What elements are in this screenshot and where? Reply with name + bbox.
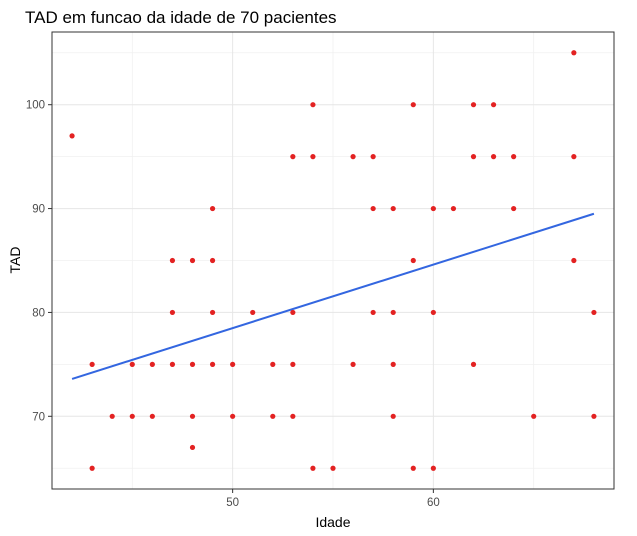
grid-lines <box>52 32 614 489</box>
data-point <box>310 154 316 160</box>
data-point <box>209 309 216 316</box>
data-point <box>591 413 597 419</box>
data-point <box>450 205 457 212</box>
data-point <box>270 413 276 419</box>
data-point <box>350 361 356 367</box>
data-point <box>490 154 497 160</box>
data-point <box>470 154 477 160</box>
data-point <box>189 257 196 264</box>
chart-title: TAD em funcao da idade de 70 pacientes <box>25 8 337 27</box>
data-point <box>390 309 396 316</box>
axis-ticks: 50 60 70 80 90 100 <box>26 100 440 509</box>
data-point <box>511 205 517 212</box>
data-point <box>390 361 396 367</box>
data-point <box>490 102 497 108</box>
data-point <box>69 133 75 139</box>
data-point <box>470 361 477 367</box>
data-point <box>149 413 155 419</box>
data-point <box>250 309 256 316</box>
data-point <box>109 413 115 419</box>
data-point <box>290 154 296 160</box>
trend-line <box>71 212 595 380</box>
data-point <box>89 465 95 471</box>
data-point <box>189 361 196 367</box>
y-tick-label: 70 <box>32 411 45 423</box>
data-point <box>290 309 296 316</box>
data-point <box>129 413 135 419</box>
data-point <box>430 465 436 471</box>
x-tick-label: 50 <box>226 497 239 509</box>
data-point <box>410 102 416 108</box>
data-point <box>89 361 95 367</box>
data-point <box>290 413 296 419</box>
data-point <box>330 465 336 471</box>
y-tick-label: 90 <box>32 204 45 216</box>
data-point <box>209 205 216 212</box>
data-point <box>310 465 316 471</box>
data-point <box>370 154 376 160</box>
data-point <box>571 154 577 160</box>
data-point <box>370 309 376 316</box>
trend-line-layer <box>71 212 595 380</box>
data-point <box>209 257 216 264</box>
data-point <box>350 154 356 160</box>
y-tick-label: 100 <box>26 100 45 112</box>
data-point <box>290 361 296 367</box>
x-axis-title: Idade <box>315 514 350 530</box>
data-points <box>69 50 597 471</box>
data-point <box>370 205 376 212</box>
data-point <box>430 205 436 212</box>
data-point <box>531 413 537 419</box>
data-point <box>189 444 196 451</box>
y-axis-title: TAD <box>7 247 23 274</box>
x-tick-label: 60 <box>427 497 440 509</box>
data-point <box>169 361 176 367</box>
data-point <box>129 361 135 367</box>
data-point <box>230 413 236 419</box>
data-point <box>511 154 517 160</box>
plot-border <box>51 31 615 490</box>
data-point <box>169 257 176 264</box>
data-point <box>270 361 276 367</box>
data-point <box>390 205 396 212</box>
data-point <box>470 102 477 108</box>
data-point <box>209 361 216 367</box>
data-point <box>410 465 416 471</box>
data-point <box>390 413 396 419</box>
y-tick-label: 80 <box>32 307 45 319</box>
data-point <box>591 309 597 316</box>
data-point <box>410 257 416 264</box>
data-point <box>430 309 436 316</box>
data-point <box>310 102 316 108</box>
data-point <box>230 361 236 367</box>
data-point <box>571 50 577 56</box>
data-point <box>189 413 196 419</box>
data-point <box>571 257 577 264</box>
data-point <box>149 361 155 367</box>
data-point <box>169 309 176 316</box>
